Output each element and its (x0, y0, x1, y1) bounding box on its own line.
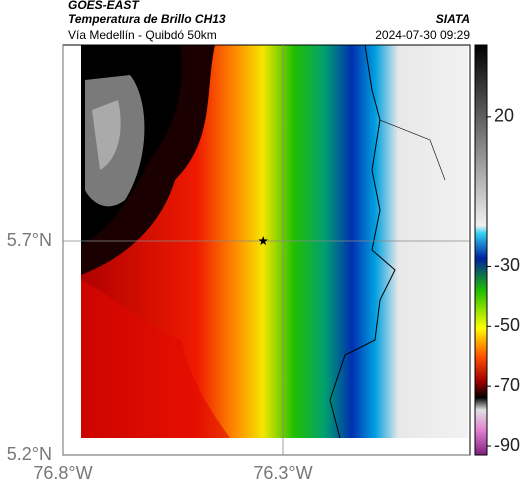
satellite-image (81, 44, 468, 439)
colorbar-tick-label: -50 (494, 315, 520, 335)
x-tick-label: 76.8°W (33, 463, 92, 483)
colorbar-tick-label: -90 (494, 435, 520, 455)
source: SIATA (436, 12, 470, 26)
colorbar-tick-label: -30 (494, 255, 520, 275)
colorbar (474, 44, 488, 456)
y-tick-label: 5.2°N (7, 444, 52, 464)
route: Vía Medellín - Quibdó 50km (68, 28, 217, 42)
title: GOES-EAST (68, 0, 140, 12)
timestamp: 2024-07-30 09:29 (375, 28, 470, 42)
subtitle: Temperatura de Brillo CH13 (68, 12, 226, 26)
y-tick-label: 5.7°N (7, 230, 52, 250)
colorbar-tick-label: -70 (494, 375, 520, 395)
x-tick-label: 76.3°W (253, 463, 312, 483)
location-marker (258, 236, 268, 246)
colorbar-tick-label: 20 (494, 106, 514, 126)
